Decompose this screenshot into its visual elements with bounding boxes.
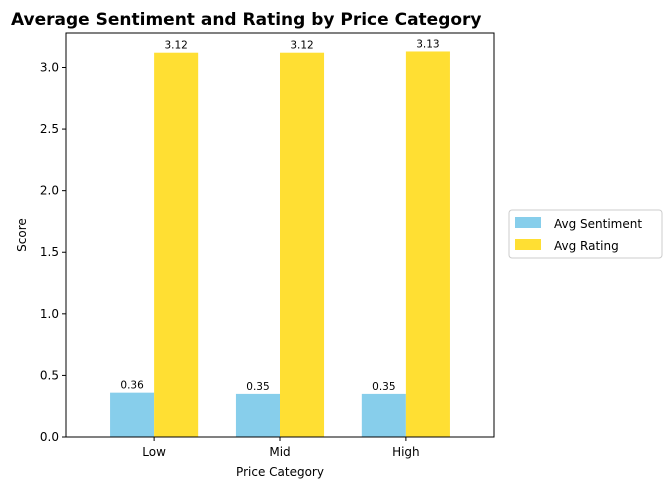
x-axis: Low Mid High: [142, 437, 420, 459]
x-tick-label-mid: Mid: [269, 445, 290, 459]
data-label-rating-low: 3.12: [164, 40, 187, 52]
bar-sentiment-low: [110, 392, 155, 437]
y-axis: 0.0 0.5 1.0 1.5 2.0 2.5 3.0: [40, 60, 66, 444]
y-tick-label: 1.0: [40, 307, 59, 321]
bar-rating-high: [405, 51, 450, 437]
bar-sentiment-high: [361, 393, 406, 437]
y-tick-label: 2.5: [40, 122, 59, 136]
legend-label-sentiment: Avg Sentiment: [554, 217, 642, 231]
legend-swatch-sentiment: [515, 217, 541, 228]
y-tick-label: 1.5: [40, 245, 59, 259]
legend-label-rating: Avg Rating: [554, 239, 619, 253]
data-label-sentiment-low: 0.36: [120, 380, 144, 392]
bar-sentiment-mid: [235, 393, 280, 437]
legend-swatch-rating: [515, 239, 541, 250]
data-label-rating-high: 3.13: [416, 38, 439, 50]
y-tick-label: 2.0: [40, 184, 59, 198]
data-label-sentiment-mid: 0.35: [246, 381, 269, 393]
y-axis-label: Score: [15, 218, 29, 252]
x-axis-label: Price Category: [236, 465, 324, 479]
bar-rating-low: [154, 52, 199, 438]
y-tick-label: 0.5: [40, 368, 59, 382]
x-tick-label-high: High: [392, 445, 420, 459]
y-tick-label: 3.0: [40, 60, 59, 74]
data-label-rating-mid: 3.12: [290, 40, 313, 52]
data-labels-group: 0.36 0.35 0.35 3.12 3.12 3.13: [120, 38, 439, 392]
bars-group: [110, 51, 450, 438]
chart-title: Average Sentiment and Rating by Price Ca…: [11, 10, 482, 30]
legend: Avg Sentiment Avg Rating: [508, 209, 663, 259]
bar-rating-mid: [280, 52, 325, 438]
x-tick-label-low: Low: [142, 445, 166, 459]
legend-frame: [508, 209, 663, 259]
data-label-sentiment-high: 0.35: [372, 381, 395, 393]
y-tick-label: 0.0: [40, 430, 59, 444]
